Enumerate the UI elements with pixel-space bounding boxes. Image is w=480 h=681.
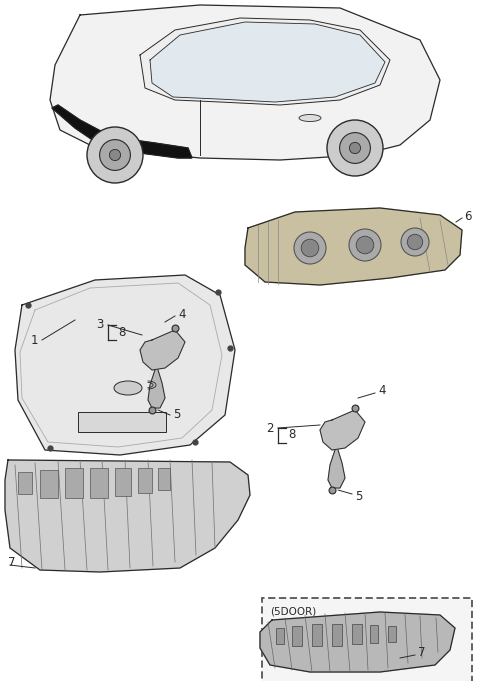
Bar: [352, 624, 362, 644]
Text: 8: 8: [118, 326, 125, 338]
Polygon shape: [328, 450, 345, 488]
Polygon shape: [50, 5, 440, 160]
Polygon shape: [260, 612, 455, 672]
Bar: [18, 472, 32, 494]
Circle shape: [109, 149, 120, 161]
Circle shape: [340, 133, 371, 163]
Ellipse shape: [299, 114, 321, 121]
Circle shape: [401, 228, 429, 256]
Circle shape: [349, 142, 360, 154]
Bar: [78, 412, 166, 432]
Bar: [90, 468, 108, 498]
Text: 4: 4: [378, 385, 385, 398]
Polygon shape: [15, 275, 235, 455]
Polygon shape: [148, 370, 165, 408]
Bar: [115, 468, 131, 496]
Text: 2: 2: [266, 422, 274, 434]
Text: 5: 5: [355, 490, 362, 503]
Bar: [138, 468, 152, 493]
Bar: [388, 626, 396, 642]
Text: 5: 5: [173, 409, 180, 422]
Polygon shape: [320, 410, 365, 450]
Text: 4: 4: [178, 308, 185, 321]
Polygon shape: [150, 22, 385, 102]
Text: (5DOOR): (5DOOR): [270, 606, 316, 616]
Circle shape: [349, 229, 381, 261]
Bar: [370, 625, 378, 643]
Polygon shape: [5, 460, 250, 572]
Bar: [332, 624, 342, 646]
Circle shape: [408, 234, 423, 250]
Text: 8: 8: [288, 428, 295, 441]
Bar: [65, 468, 83, 498]
Circle shape: [294, 232, 326, 264]
Circle shape: [301, 239, 319, 257]
Circle shape: [87, 127, 143, 183]
Polygon shape: [245, 208, 462, 285]
Circle shape: [100, 140, 131, 170]
Text: 1: 1: [31, 334, 38, 347]
Text: 7: 7: [418, 646, 425, 659]
Circle shape: [356, 236, 374, 254]
Circle shape: [327, 120, 383, 176]
Bar: [276, 628, 284, 644]
Bar: [158, 468, 170, 490]
FancyBboxPatch shape: [262, 598, 472, 681]
Polygon shape: [140, 18, 390, 105]
Text: 3: 3: [96, 319, 104, 332]
Polygon shape: [140, 330, 185, 370]
Polygon shape: [52, 105, 192, 158]
Ellipse shape: [114, 381, 142, 395]
Text: 7: 7: [8, 556, 15, 569]
Bar: [40, 470, 58, 498]
Bar: [292, 626, 302, 646]
Text: 6: 6: [464, 210, 471, 223]
Bar: [312, 624, 322, 646]
